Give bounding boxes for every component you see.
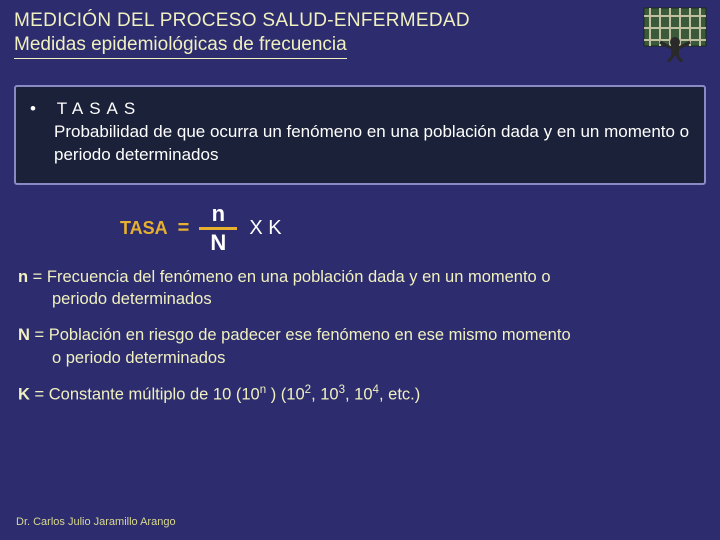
legend-K: K = Constante múltiplo de 10 (10n ) (102… — [18, 383, 702, 406]
slide-header: MEDICIÓN DEL PROCESO SALUD-ENFERMEDAD Me… — [0, 0, 720, 65]
legend-N-line2: o periodo determinados — [18, 347, 702, 369]
formula-times-k: X K — [249, 217, 281, 240]
legend-N-line1: = Población en riesgo de padecer ese fen… — [30, 326, 571, 344]
legend-K-mid2: , 10 — [311, 385, 339, 403]
legend-N-symbol: N — [18, 326, 30, 344]
legend-n-line2: periodo determinados — [18, 288, 702, 310]
author-footer: Dr. Carlos Julio Jaramillo Arango — [16, 516, 176, 528]
legend-K-mid1: ) (10 — [266, 385, 305, 403]
definition-text: Probabilidad de que ocurra un fenómeno e… — [54, 121, 690, 167]
formula-fraction: n N — [199, 201, 237, 256]
tasas-label: TASAS — [57, 99, 141, 118]
formula-denominator: N — [202, 230, 234, 256]
legend-n: n = Frecuencia del fenómeno en una pobla… — [18, 266, 702, 311]
slide-title: MEDICIÓN DEL PROCESO SALUD-ENFERMEDAD — [14, 10, 706, 32]
legend-K-post: , etc.) — [379, 385, 420, 403]
legend-n-symbol: n — [18, 268, 28, 286]
formula-equals: = — [178, 217, 190, 240]
legend: n = Frecuencia del fenómeno en una pobla… — [18, 266, 702, 406]
legend-n-line1: = Frecuencia del fenómeno en una poblaci… — [28, 268, 550, 286]
legend-N: N = Población en riesgo de padecer ese f… — [18, 324, 702, 369]
prisoner-bars-icon — [640, 6, 710, 62]
definition-box: • TASAS Probabilidad de que ocurra un fe… — [14, 85, 706, 185]
formula: TASA = n N X K — [120, 201, 720, 256]
formula-numerator: n — [204, 201, 233, 227]
slide-subtitle: Medidas epidemiológicas de frecuencia — [14, 34, 347, 59]
bullet-icon: • — [30, 99, 52, 119]
legend-K-mid3: , 10 — [345, 385, 373, 403]
formula-times: X — [249, 217, 262, 239]
legend-K-symbol: K — [18, 385, 30, 403]
formula-lhs: TASA — [120, 218, 168, 239]
definition-heading: • TASAS — [30, 99, 690, 119]
legend-K-pre: = Constante múltiplo de 10 (10 — [30, 385, 260, 403]
formula-constant: K — [268, 217, 281, 239]
